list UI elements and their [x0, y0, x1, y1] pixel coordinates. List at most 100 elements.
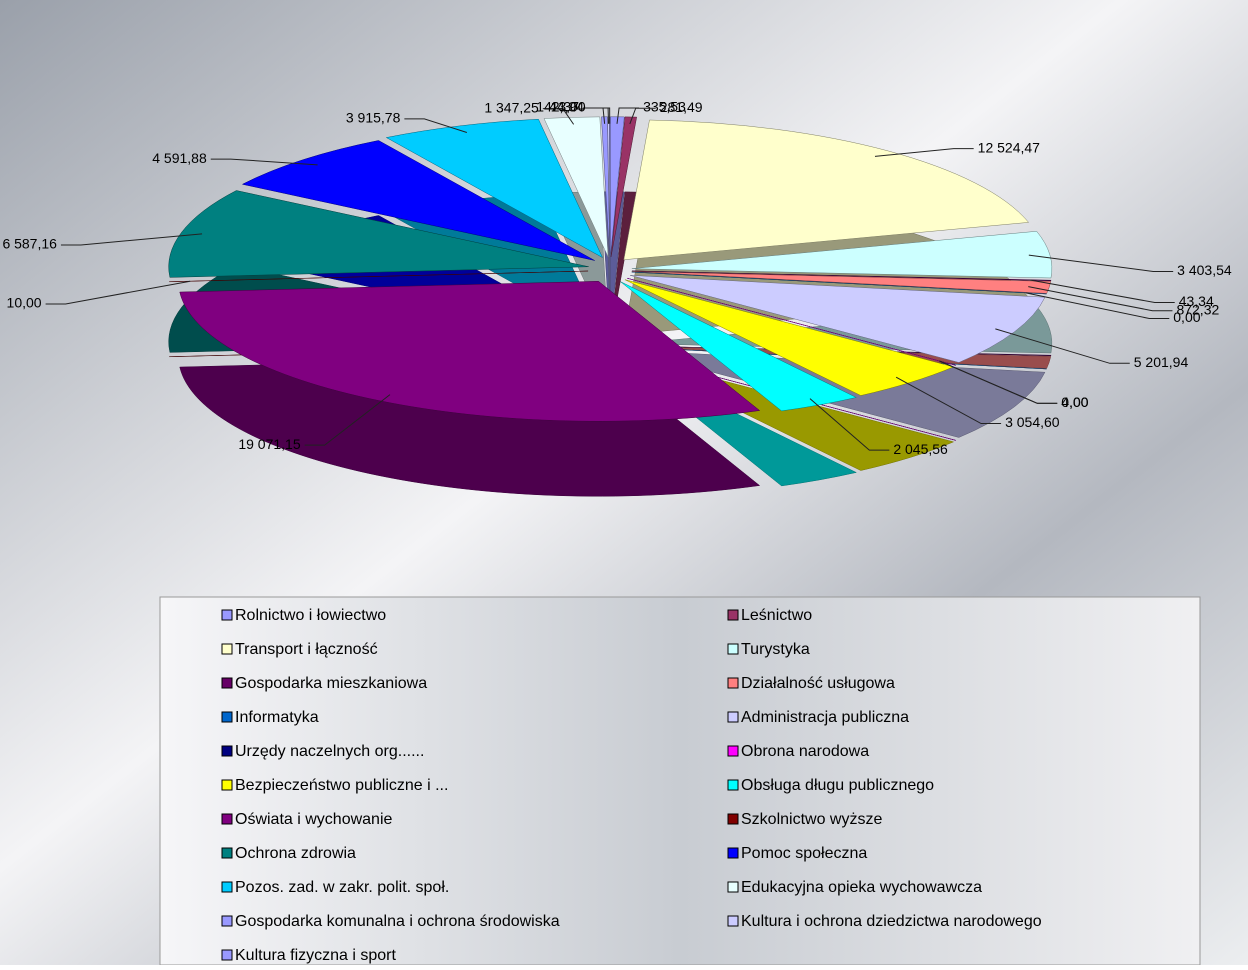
leader-line — [60, 233, 203, 246]
data-label: 3 915,78 — [346, 110, 401, 126]
leader-line — [1029, 279, 1175, 303]
leader-line — [304, 394, 391, 446]
legend-swatch — [727, 609, 739, 621]
legend-label: Informatyka — [235, 709, 319, 726]
data-label: 10,00 — [7, 295, 42, 311]
legend-label: Działalność usługowa — [741, 675, 895, 692]
legend-label: Pozos. zad. w zakr. polit. społ. — [235, 879, 449, 896]
slice — [631, 271, 1052, 294]
slice — [623, 119, 1030, 261]
leader-line — [939, 360, 1058, 404]
legend-label: Gospodarka mieszkaniowa — [235, 675, 427, 692]
legend-swatch — [727, 813, 739, 825]
legend-label: Pomoc społeczna — [741, 845, 867, 862]
data-label: 5 201,94 — [1134, 354, 1189, 370]
data-label: 6 587,16 — [2, 236, 57, 252]
legend-swatch — [221, 643, 233, 655]
legend-swatch — [221, 609, 233, 621]
data-label: 1 347,25 — [484, 99, 539, 115]
legend-swatch — [221, 949, 233, 961]
legend: Rolnictwo i łowiectwo Leśnictwo Transport … — [221, 607, 1042, 964]
legend-label: Oświata i wychowanie — [235, 811, 393, 828]
legend-swatch — [221, 847, 233, 859]
legend-label: Obsługa długu publicznego — [741, 777, 934, 794]
legend-swatch — [727, 745, 739, 757]
legend-label: Edukacyjna opieka wychowawcza — [741, 879, 982, 896]
slice — [610, 116, 637, 257]
leader-line — [210, 158, 318, 166]
data-label: 3 403,54 — [1177, 262, 1232, 278]
slice — [543, 116, 609, 257]
data-label: 12 524,47 — [978, 139, 1040, 155]
legend-box — [159, 596, 1201, 966]
data-label: 44,94 — [549, 99, 584, 115]
slice-side — [631, 346, 1047, 370]
leader-line — [589, 107, 611, 124]
leader-line — [809, 398, 890, 451]
slice — [631, 271, 1047, 295]
leader-line — [629, 107, 656, 125]
leader-line — [1028, 286, 1173, 312]
slice — [168, 190, 589, 278]
leader-line — [616, 107, 640, 124]
legend-swatch — [727, 847, 739, 859]
legend-label: Gospodarka komunalna i ochrona środowisk… — [235, 913, 560, 930]
data-label: 43,34 — [1179, 293, 1214, 309]
slice — [631, 270, 1052, 282]
leader-line — [542, 108, 575, 125]
leader-line — [404, 118, 468, 133]
data-label: 13,00 — [551, 99, 586, 115]
legend-swatch — [221, 779, 233, 791]
legend-label: Kultura fizyczna i sport — [235, 947, 397, 964]
data-label: 2 045,56 — [893, 441, 948, 457]
slice — [385, 118, 604, 259]
slice — [627, 277, 957, 366]
legend-label: Rolnictwo i łowiectwo — [235, 607, 386, 624]
data-label: 872,32 — [1176, 301, 1219, 317]
data-label: 19 071,15 — [238, 436, 300, 452]
legend-label: Ochrona zdrowia — [235, 845, 356, 862]
legend-swatch — [727, 643, 739, 655]
legend-label: Urzędy naczelnych org...... — [235, 743, 424, 760]
legend-label: Szkolnictwo wyższe — [741, 811, 882, 828]
data-label: 335,53 — [643, 99, 686, 115]
legend-swatch — [221, 745, 233, 757]
legend-label: Transport i łączność — [235, 641, 378, 658]
data-label: 0,00 — [1173, 309, 1200, 325]
legend-swatch — [727, 677, 739, 689]
data-label: 142,37 — [536, 99, 579, 115]
leader-line — [1025, 292, 1170, 319]
legend-swatch — [727, 779, 739, 791]
leader-line — [895, 376, 1002, 425]
legend-swatch — [221, 915, 233, 927]
leader-line — [1028, 254, 1174, 272]
slice — [241, 140, 595, 261]
legend-swatch — [221, 881, 233, 893]
slice — [630, 275, 1046, 363]
leader-line — [995, 328, 1130, 364]
slice — [168, 270, 589, 283]
legend-swatch — [221, 813, 233, 825]
slice — [631, 231, 1053, 279]
legend-swatch — [727, 881, 739, 893]
legend-swatch — [221, 677, 233, 689]
leader-line — [45, 280, 191, 305]
legend-label: Kultura i ochrona dziedzictwa narodowego — [741, 913, 1042, 930]
data-label: 4 591,88 — [152, 150, 207, 166]
legend-swatch — [221, 711, 233, 723]
legend-swatch — [727, 915, 739, 927]
slice — [610, 116, 625, 257]
data-label: 281,49 — [660, 99, 703, 115]
legend-label: Bezpieczeństwo publiczne i ... — [235, 777, 448, 794]
legend-label: Obrona narodowa — [741, 743, 869, 760]
leader-line — [874, 148, 974, 157]
legend-label: Leśnictwo — [741, 607, 812, 624]
data-label: 3 054,60 — [1005, 414, 1060, 430]
legend-label: Administracja publiczna — [741, 709, 909, 726]
slice — [179, 281, 761, 422]
legend-swatch — [727, 711, 739, 723]
slice — [620, 281, 858, 412]
